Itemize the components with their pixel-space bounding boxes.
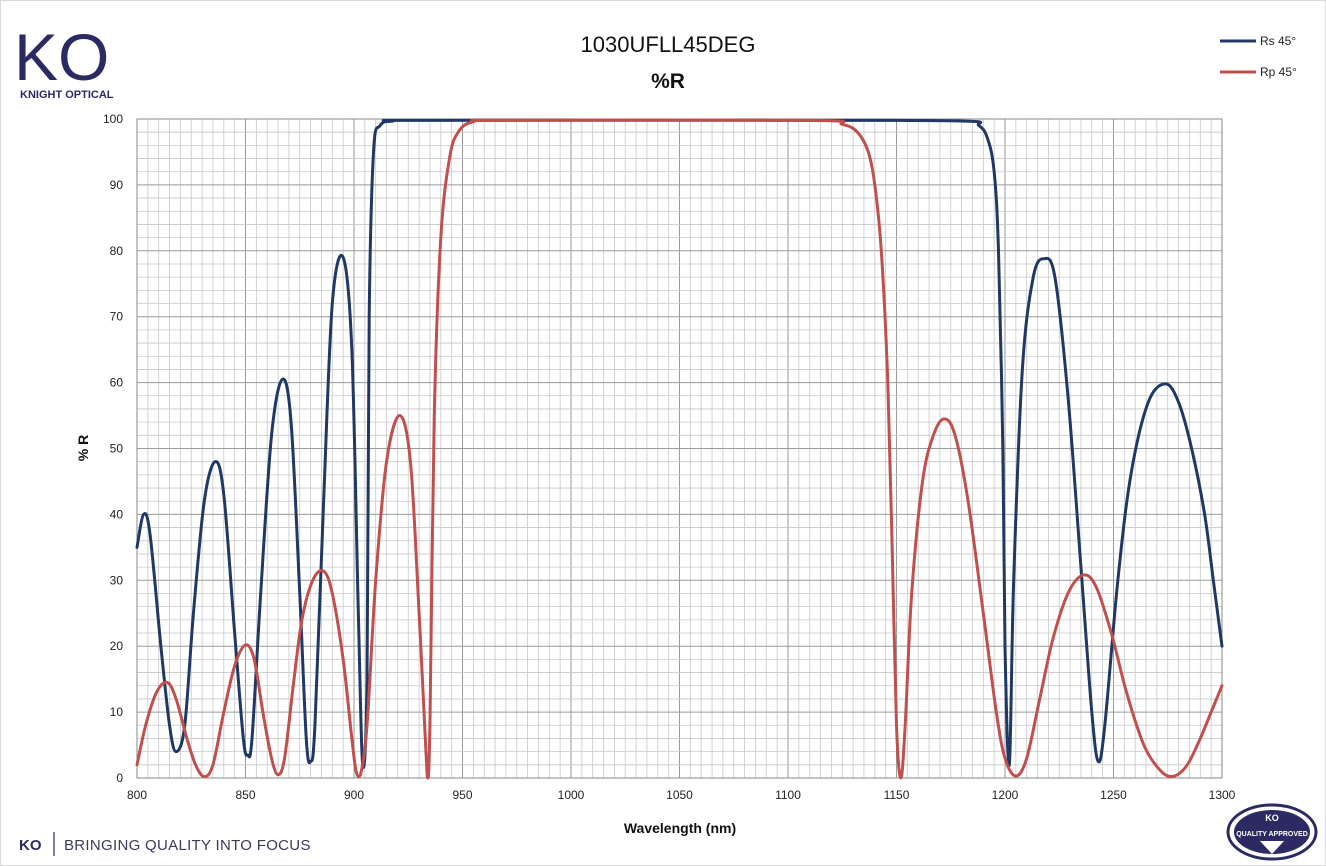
footer-ko-mark: KO: [19, 837, 42, 854]
series-lines: [135, 118, 1224, 780]
y-tick-label: 100: [103, 112, 123, 126]
x-tick-label: 800: [127, 788, 147, 802]
y-tick-label: 60: [110, 376, 124, 390]
x-tick-label: 850: [235, 788, 255, 802]
chart-subtitle: %R: [651, 70, 685, 93]
grid: [136, 118, 1223, 779]
y-tick-label: 20: [110, 639, 124, 653]
x-tick-label: 1000: [558, 788, 585, 802]
badge-label: QUALITY APPROVED: [1236, 831, 1308, 838]
x-tick-label: 1250: [1100, 788, 1127, 802]
x-tick-label: 1300: [1209, 788, 1236, 802]
legend-label-rs: Rs 45°: [1260, 34, 1296, 48]
footer-tagline: KO BRINGING QUALITY INTO FOCUS: [19, 832, 311, 856]
x-axis-ticks: 800 850 900 950 1000 1050 1100 1150 1200 1250 1300: [127, 788, 1236, 802]
knight-optical-logo: KO KNIGHT OPTICAL: [14, 20, 114, 101]
y-tick-label: 70: [110, 310, 124, 324]
y-tick-label: 80: [110, 244, 124, 258]
series-line-rp: [135, 118, 1224, 780]
x-tick-label: 950: [452, 788, 472, 802]
logo-letters: KO: [14, 20, 109, 94]
x-tick-label: 1200: [992, 788, 1019, 802]
y-tick-label: 40: [110, 507, 124, 521]
y-tick-label: 10: [110, 705, 124, 719]
y-tick-label: 50: [110, 442, 124, 456]
legend-label-rp: Rp 45°: [1260, 65, 1297, 79]
quality-approved-badge: KO QUALITY APPROVED: [1226, 803, 1318, 861]
legend: Rs 45° Rp 45°: [1220, 34, 1297, 79]
y-axis-title: % R: [75, 435, 91, 461]
x-tick-label: 1150: [884, 788, 910, 802]
x-tick-label: 1100: [775, 788, 801, 802]
chart-title: 1030UFLL45DEG: [581, 32, 756, 57]
x-tick-label: 1050: [666, 788, 693, 802]
diamond-icon: [1260, 841, 1284, 854]
x-tick-label: 900: [344, 788, 364, 802]
y-tick-label: 90: [110, 178, 124, 192]
y-tick-label: 30: [110, 573, 124, 587]
footer-tagline-text: BRINGING QUALITY INTO FOCUS: [64, 837, 311, 854]
y-tick-label: 0: [116, 771, 123, 785]
y-axis-ticks: 0 10 20 30 40 50 60 70 80 90 100: [103, 112, 123, 785]
logo-subtitle: KNIGHT OPTICAL: [20, 89, 114, 101]
badge-ko: KO: [1265, 813, 1279, 823]
series-line-rs: [135, 118, 1224, 769]
badge-fill: [1234, 810, 1310, 854]
x-axis-title: Wavelength (nm): [624, 820, 736, 836]
